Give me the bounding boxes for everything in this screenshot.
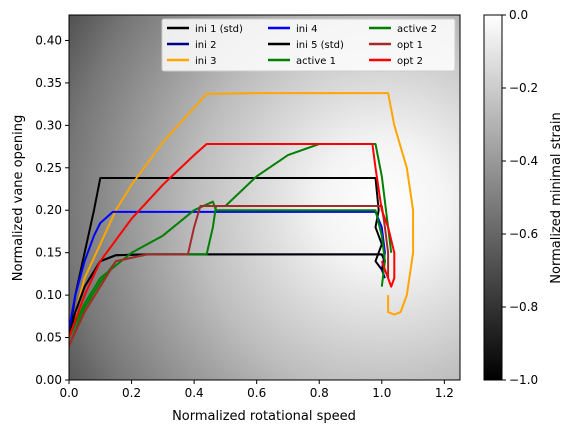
colorbar-tick-label: −0.8 (509, 300, 538, 314)
series-ini-1-std (69, 177, 383, 338)
y-tick-label: 0.05 (35, 331, 62, 345)
x-tick-label: 0.8 (310, 386, 329, 400)
legend-label-opt-1: opt 1 (397, 40, 423, 51)
series-layer (69, 92, 415, 347)
legend-label-ini-1-std: ini 1 (std) (195, 24, 243, 35)
x-tick-label: 0.2 (122, 386, 141, 400)
colorbar-tick-label: 0.0 (509, 8, 528, 22)
legend-label-ini-3: ini 3 (195, 56, 216, 67)
x-tick-label: 0.6 (247, 386, 266, 400)
x-tick-label: 1.2 (435, 386, 454, 400)
plot-frame (68, 14, 461, 381)
y-tick-label: 0.40 (35, 33, 62, 47)
y-tick-label: 0.30 (35, 118, 62, 132)
colorbar (483, 14, 503, 381)
legend: ini 1 (std) ini 2 ini 3 ini 4 ini 5 (std) act… (161, 18, 456, 72)
y-axis-ticks: 0.00 0.05 0.10 0.15 0.20 0.25 0.30 0.35 0.40 (35, 33, 69, 387)
y-tick-label: 0.35 (35, 76, 62, 90)
legend-label-ini-2: ini 2 (195, 40, 216, 51)
x-axis-label: Normalized rotational speed (172, 409, 356, 424)
legend-label-ini-4: ini 4 (296, 24, 317, 35)
y-tick-label: 0.00 (35, 373, 62, 387)
series-ini-3 (69, 92, 415, 338)
y-tick-label: 0.10 (35, 288, 62, 302)
x-tick-label: 0.0 (59, 386, 78, 400)
plot-background (69, 15, 460, 380)
legend-label-active-1: active 1 (296, 56, 336, 67)
colorbar-ticks: 0.0 −0.2 −0.4 −0.6 −0.8 −1.0 (502, 8, 538, 387)
colorbar-tick-label: −0.6 (509, 227, 538, 241)
colorbar-tick-label: −0.4 (509, 154, 538, 168)
y-tick-label: 0.25 (35, 161, 62, 175)
legend-label-opt-2: opt 2 (397, 56, 423, 67)
y-tick-label: 0.15 (35, 246, 62, 260)
series-opt-2 (69, 143, 396, 338)
legend-label-ini-5-std: ini 5 (std) (296, 40, 344, 51)
colorbar-tick-label: −0.2 (509, 81, 538, 95)
colorbar-label: Normalized minimal strain (549, 112, 564, 283)
series-opt-1 (69, 205, 390, 347)
legend-label-active-2: active 2 (397, 24, 437, 35)
colorbar-tick-label: −1.0 (509, 373, 538, 387)
x-tick-label: 1.0 (372, 386, 391, 400)
x-tick-label: 0.4 (185, 386, 204, 400)
series-ini-4 (69, 210, 386, 330)
y-axis-label: Normalized vane opening (11, 115, 26, 281)
legend-box (161, 18, 456, 72)
y-tick-label: 0.20 (35, 203, 62, 217)
legend-items: ini 1 (std) ini 2 ini 3 ini 4 ini 5 (std) act… (167, 24, 437, 67)
x-axis-ticks: 0.0 0.2 0.4 0.6 0.8 1.0 1.2 (59, 380, 454, 400)
